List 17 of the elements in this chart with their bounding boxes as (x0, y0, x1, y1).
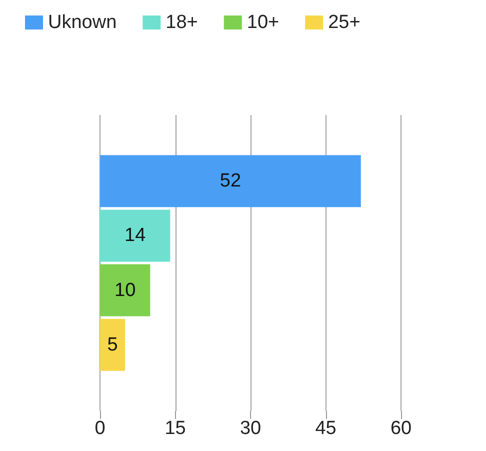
legend-label: 18+ (166, 12, 198, 33)
x-tick-label: 45 (315, 418, 336, 439)
data-label: 10 (114, 280, 136, 301)
data-label: 14 (124, 225, 146, 246)
legend-label: Uknown (48, 12, 117, 33)
bar (100, 264, 150, 316)
legend-label: 25+ (328, 12, 360, 33)
x-tick-label: 15 (164, 418, 186, 439)
data-label: 5 (107, 334, 118, 356)
bar (100, 155, 361, 208)
bar (100, 318, 126, 371)
x-tick-label: 0 (94, 418, 106, 439)
x-tick-label: 60 (390, 418, 412, 439)
legend-label: 10+ (246, 12, 280, 33)
x-tick-label: 30 (240, 418, 262, 439)
bar (100, 210, 170, 262)
data-label: 52 (220, 170, 242, 192)
